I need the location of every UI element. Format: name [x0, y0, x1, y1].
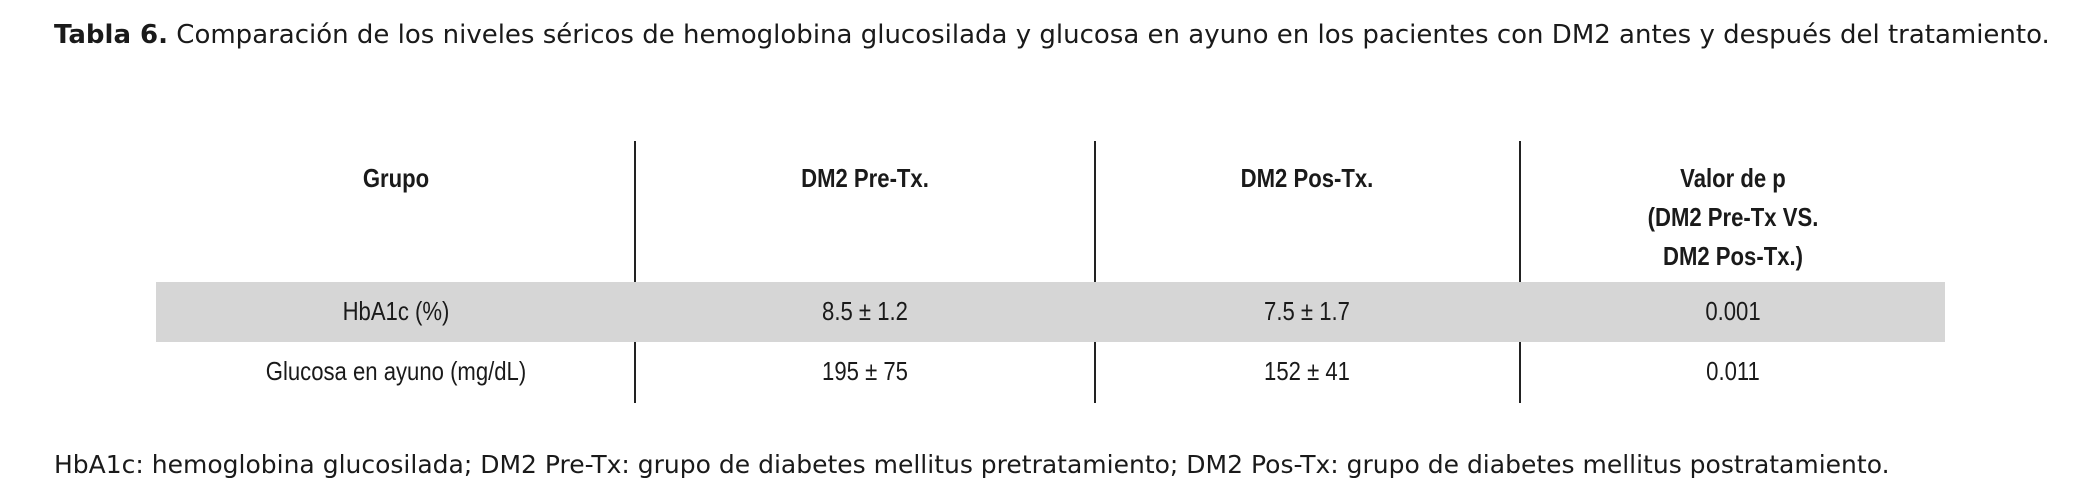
- caption: Tabla 6. Comparación de los niveles séri…: [54, 16, 2064, 54]
- table-cell: Glucosa en ayuno (mg/dL): [265, 356, 527, 386]
- table-cell: 152 ± 41: [1264, 356, 1350, 386]
- header-cell: DM2 Pos-Tx.): [1663, 241, 1803, 271]
- table-cell: 0.001: [1705, 296, 1761, 326]
- caption-label: Tabla 6.: [54, 20, 169, 50]
- table-cell: HbA1c (%): [342, 296, 450, 326]
- header-cell: (DM2 Pre-Tx VS.: [1647, 202, 1819, 232]
- table-cell: 7.5 ± 1.7: [1264, 296, 1350, 326]
- footnote: HbA1c: hemoglobina glucosilada; DM2 Pre-…: [54, 450, 1890, 479]
- divider: [1519, 342, 1521, 403]
- table-cell: 0.011: [1706, 356, 1760, 386]
- row-shading: [156, 282, 1945, 342]
- caption-text: Comparación de los niveles séricos de he…: [176, 20, 2050, 50]
- table-cell: 195 ± 75: [822, 356, 908, 386]
- header-cell: DM2 Pos-Tx.: [1240, 163, 1374, 193]
- divider: [1519, 141, 1521, 282]
- header-cell: Valor de p: [1680, 163, 1786, 193]
- divider: [1094, 342, 1096, 403]
- header-cell: DM2 Pre-Tx.: [801, 163, 929, 193]
- divider: [634, 141, 636, 282]
- divider: [634, 342, 636, 403]
- divider: [1094, 141, 1096, 282]
- table-cell: 8.5 ± 1.2: [822, 296, 908, 326]
- header-cell: Grupo: [362, 163, 430, 193]
